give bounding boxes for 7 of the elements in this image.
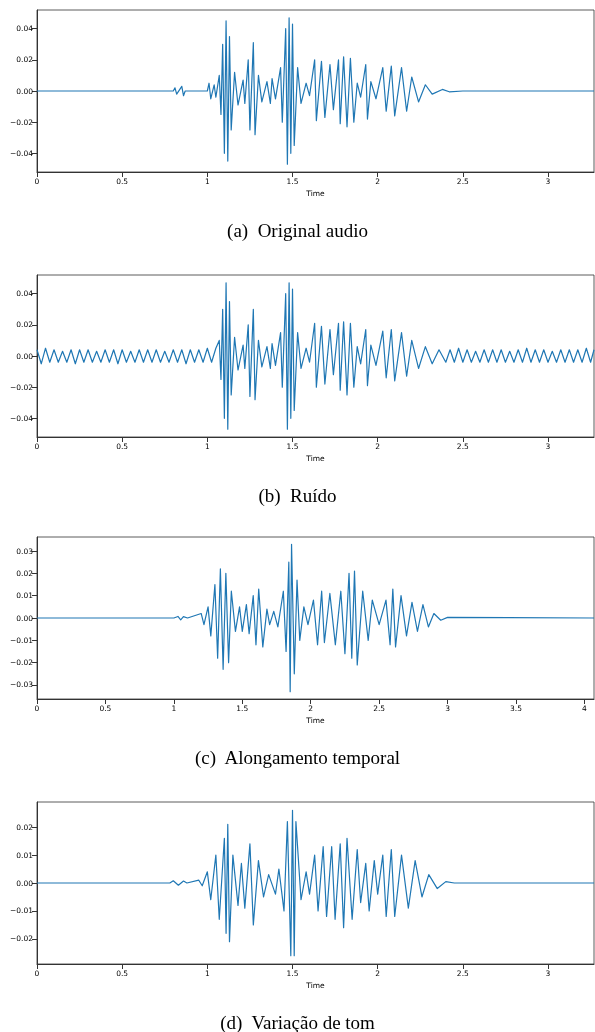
line-series — [36, 543, 595, 693]
line-series — [36, 809, 595, 957]
text: (c) Alongamento temporal — [194, 747, 401, 769]
line-series — [36, 17, 595, 165]
text: (b) Ruído — [258, 485, 337, 507]
line-series — [36, 282, 595, 430]
text: (a) Original audio — [227, 220, 368, 242]
